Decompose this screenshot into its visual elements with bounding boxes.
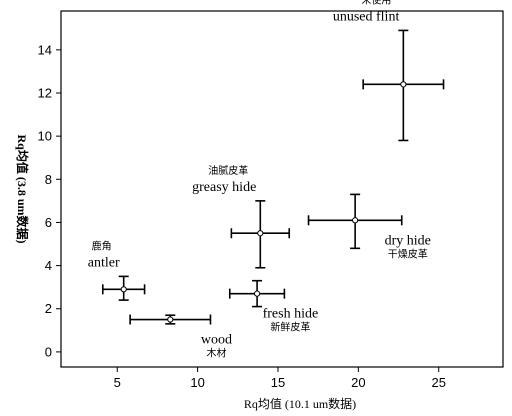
- data-point-marker: [257, 230, 264, 237]
- x-tick-label: 15: [271, 375, 285, 390]
- point-label-zh: 油腻皮革: [208, 164, 248, 177]
- y-tick-label: 8: [45, 172, 52, 187]
- point-label-en: unused flint: [333, 9, 400, 24]
- y-tick-label: 0: [45, 344, 52, 359]
- x-tick-label: 20: [351, 375, 365, 390]
- point-label-zh: 木材: [206, 347, 226, 360]
- point-label-en: antler: [88, 255, 120, 270]
- point-label-zh: 干燥皮革: [388, 247, 428, 260]
- data-point-marker: [120, 286, 127, 293]
- point-label-en: wood: [201, 333, 232, 348]
- plot-frame: [60, 10, 504, 368]
- point-label-en: fresh hide: [263, 307, 319, 322]
- point-unused-flint: unused flint 未使用: [333, 0, 445, 142]
- data-point-marker: [352, 217, 359, 224]
- data-point-marker: [253, 290, 261, 297]
- data-point-marker: [167, 316, 174, 323]
- point-label-zh: 未使用: [361, 0, 391, 6]
- y-tick-label: 2: [45, 301, 52, 316]
- x-tick-label: 25: [431, 375, 445, 390]
- y-axis-label: Rq均值 (3.8 um数据): [15, 134, 30, 243]
- y-tick-label: 10: [38, 129, 52, 144]
- x-axis: 5 10 15 20 25: [114, 367, 446, 390]
- y-axis: 0 2 4 6 8 10 12 14: [38, 42, 61, 359]
- x-tick-label: 5: [114, 375, 121, 390]
- point-greasy-hide: greasy hide 油腻皮革: [192, 164, 291, 269]
- y-tick-label: 14: [38, 42, 52, 57]
- y-tick-label: 4: [45, 258, 52, 273]
- x-tick-label: 10: [190, 375, 204, 390]
- data-point-marker: [400, 81, 407, 88]
- y-tick-label: 6: [45, 215, 52, 230]
- point-label-en: greasy hide: [192, 180, 256, 195]
- point-label-zh: 新鲜皮革: [270, 321, 310, 334]
- point-label-zh: 鹿角: [92, 239, 112, 252]
- point-label-en: dry hide: [385, 233, 431, 248]
- x-axis-label: Rq均值 (10.1 um数据): [244, 396, 356, 411]
- data-points: unused flint 未使用 greasy hide 油腻皮革 dry hide干燥…: [88, 0, 445, 360]
- y-tick-label: 12: [38, 85, 52, 100]
- point-antler: antler 鹿角: [88, 239, 146, 301]
